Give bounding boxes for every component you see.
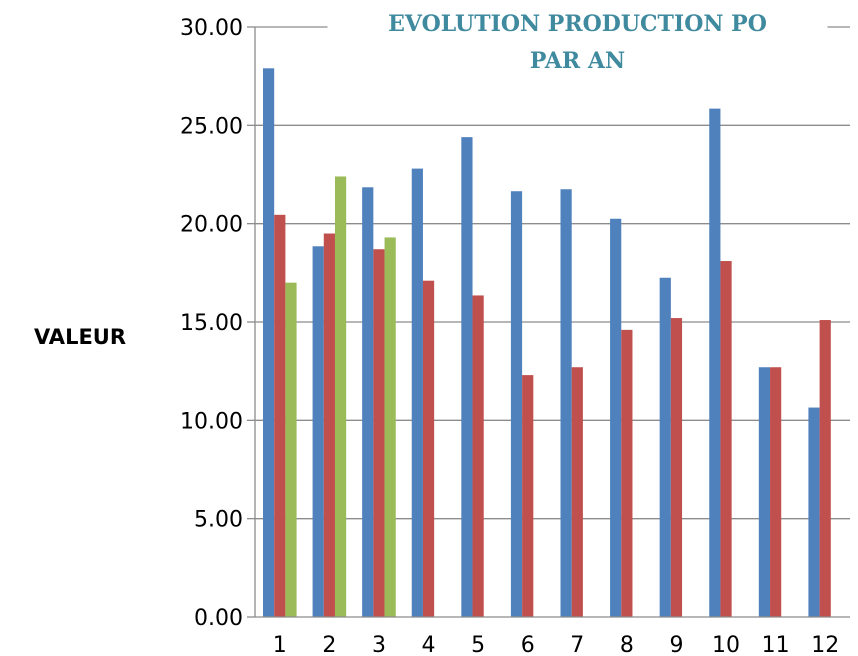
x-tick-label: 4	[422, 633, 436, 656]
bar-series-2	[522, 375, 534, 617]
bar-series-2	[621, 329, 633, 617]
bar-series-1	[362, 187, 374, 618]
bar-series-1	[312, 246, 324, 618]
bar-series-1	[659, 277, 671, 617]
x-tick-label: 12	[811, 633, 839, 656]
chart-title-line-2: PAR AN	[530, 48, 625, 74]
x-tick-label: 10	[712, 633, 740, 656]
x-tick-label: 2	[322, 633, 336, 656]
y-tick-label: 30.00	[180, 16, 243, 41]
x-tick-label: 7	[570, 633, 584, 656]
x-tick-label: 3	[372, 633, 386, 656]
y-tick-label: 0.00	[194, 606, 243, 631]
bar-series-1	[560, 189, 572, 617]
chart-title-background	[327, 8, 828, 78]
chart-title-line-1: EVOLUTION PRODUCTION PO	[388, 11, 767, 37]
bar-series-1	[510, 191, 523, 617]
bar-series-3	[334, 176, 347, 617]
bar-series-3	[384, 237, 396, 617]
bar-series-2	[720, 261, 732, 617]
x-tick-label: 9	[669, 633, 683, 656]
y-tick-labels: 0.00 5.00 10.00 15.00 20.00 25.00 30.00	[180, 16, 243, 631]
x-tick-label: 1	[273, 633, 287, 656]
bar-series-2	[571, 367, 583, 617]
bar-series-2	[770, 367, 782, 617]
bar-series-3	[285, 282, 297, 617]
y-tick-label: 25.00	[180, 114, 243, 139]
bar-series-2	[274, 214, 286, 618]
x-tick-label: 8	[620, 633, 634, 656]
bar-series-2	[323, 233, 335, 617]
bar-series-2	[819, 320, 831, 617]
bar-series-1	[262, 68, 275, 618]
x-tick-label: 5	[471, 633, 485, 656]
bar-series-1	[709, 108, 721, 617]
y-tick-label: 5.00	[194, 508, 243, 533]
bar-series-2	[422, 280, 435, 617]
bar-series-1	[610, 218, 622, 617]
bar-series-1	[758, 367, 771, 617]
bar-series-1	[411, 168, 423, 617]
x-tick-label: 6	[521, 633, 535, 656]
y-tick-label: 15.00	[180, 311, 243, 336]
bar-series-2	[472, 295, 484, 617]
y-axis-label: VALEUR	[34, 325, 126, 349]
axes	[254, 27, 850, 618]
y-tick-label: 10.00	[180, 409, 243, 434]
bars	[262, 68, 831, 618]
bar-series-2	[670, 318, 683, 617]
x-tick-label: 11	[762, 633, 790, 656]
bar-series-1	[808, 407, 820, 617]
x-tick-labels: 1 2 3 4 5 6 7 8 9 10 11 12	[273, 633, 839, 656]
bar-series-2	[373, 249, 385, 617]
bar-series-1	[461, 137, 473, 617]
y-tick-label: 20.00	[180, 213, 243, 238]
